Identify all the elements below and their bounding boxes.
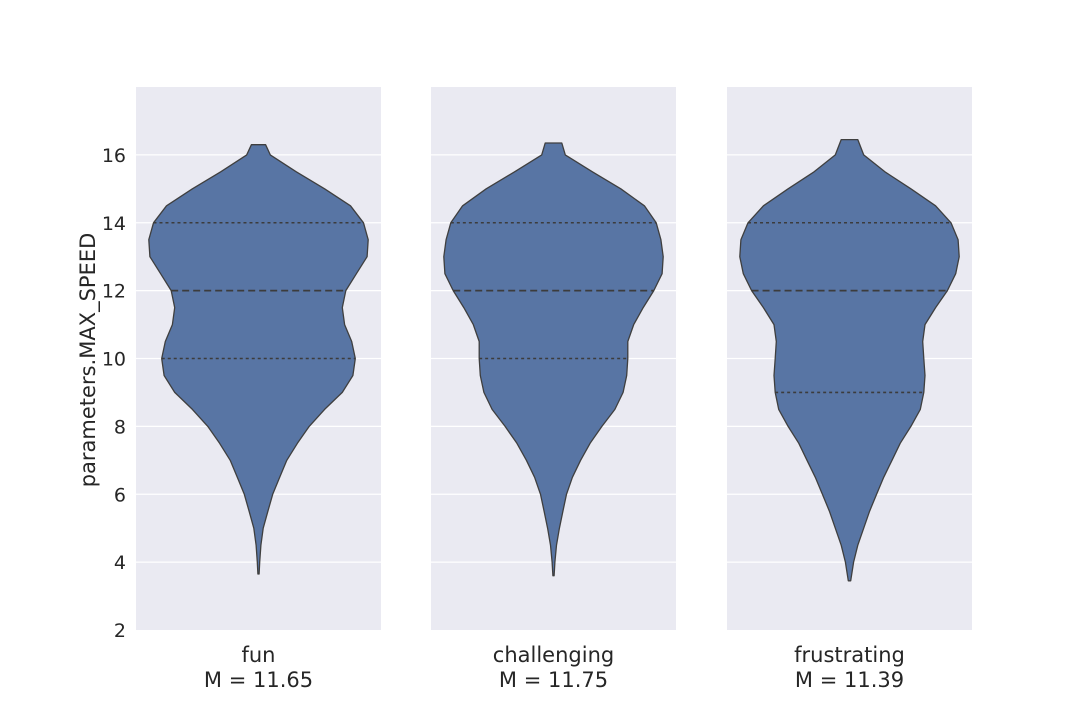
y-ticks: 2 4 6 8 10 12 14 16 bbox=[102, 145, 126, 642]
y-tick-label: 10 bbox=[102, 349, 126, 371]
category-label: fun bbox=[241, 643, 275, 667]
y-tick-label: 6 bbox=[114, 484, 126, 506]
violin-challenging bbox=[443, 142, 664, 577]
y-tick-label: 16 bbox=[102, 145, 126, 167]
y-tick-label: 8 bbox=[114, 416, 126, 438]
category-mean-label: M = 11.65 bbox=[204, 668, 313, 692]
y-tick-label: 14 bbox=[102, 213, 126, 235]
y-tick-label: 2 bbox=[114, 620, 126, 642]
y-axis-label: parameters.MAX_SPEED bbox=[76, 233, 101, 488]
y-tick-label: 4 bbox=[114, 552, 126, 574]
category-label: frustrating bbox=[794, 643, 905, 667]
violin-frustrating bbox=[739, 138, 960, 582]
category-mean-label: M = 11.39 bbox=[795, 668, 904, 692]
category-label: challenging bbox=[493, 643, 614, 667]
violin-fun bbox=[148, 144, 369, 575]
y-tick-label: 12 bbox=[102, 281, 126, 303]
category-mean-label: M = 11.75 bbox=[499, 668, 608, 692]
